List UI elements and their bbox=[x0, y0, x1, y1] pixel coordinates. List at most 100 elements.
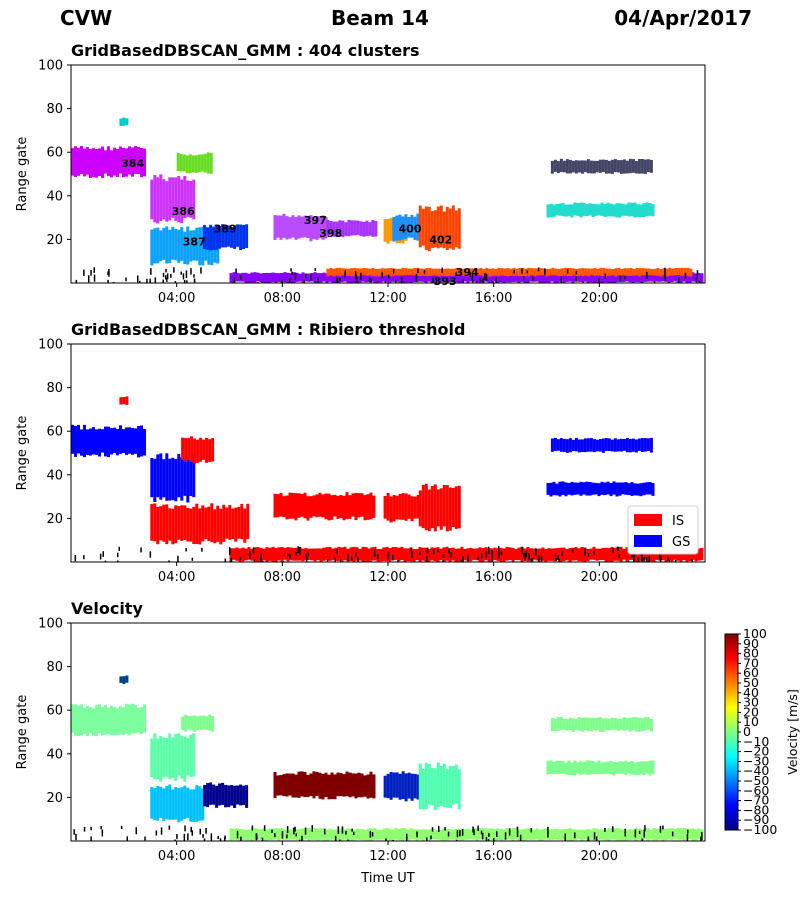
data-region-8 bbox=[412, 829, 416, 840]
data-region-10 bbox=[658, 273, 662, 282]
data-region-14 bbox=[188, 154, 192, 174]
data-region-12 bbox=[591, 204, 595, 217]
data-region-3 bbox=[165, 504, 169, 545]
data-region-11 bbox=[428, 267, 432, 276]
data-region-2 bbox=[168, 458, 172, 501]
data-region-5 bbox=[363, 775, 367, 797]
data-region-10 bbox=[337, 272, 341, 283]
data-region-8 bbox=[256, 828, 260, 840]
data-region-10 bbox=[664, 273, 668, 282]
data-region-6 bbox=[416, 774, 420, 800]
data-region-7 bbox=[547, 548, 551, 561]
data-region-7 bbox=[610, 546, 614, 562]
data-region-7 bbox=[451, 547, 455, 561]
data-region-8 bbox=[409, 828, 413, 840]
data-region-4 bbox=[209, 224, 213, 251]
data-region-7 bbox=[427, 549, 431, 562]
data-region-7 bbox=[649, 548, 653, 562]
noise-mark bbox=[645, 557, 648, 562]
data-region-12 bbox=[597, 204, 601, 216]
data-region-5 bbox=[294, 774, 298, 798]
data-region-11 bbox=[488, 268, 492, 277]
data-region-6 bbox=[341, 220, 345, 238]
data-region-10 bbox=[535, 273, 539, 282]
data-region-2 bbox=[153, 733, 157, 780]
noise-mark bbox=[485, 836, 488, 841]
data-region-1 bbox=[80, 146, 83, 174]
data-region-4 bbox=[363, 495, 367, 521]
data-region-10 bbox=[469, 272, 473, 282]
data-region-9 bbox=[643, 438, 647, 452]
data-region-11 bbox=[371, 268, 375, 277]
data-region-10 bbox=[544, 273, 548, 283]
noise-mark bbox=[260, 553, 262, 559]
noise-mark bbox=[201, 547, 203, 552]
x-tick-label: 20:00 bbox=[581, 291, 618, 306]
data-region-11 bbox=[455, 267, 459, 276]
data-region-13 bbox=[595, 160, 599, 173]
data-region-7 bbox=[313, 548, 317, 562]
noise-mark bbox=[370, 279, 372, 283]
data-region-11 bbox=[617, 267, 621, 276]
data-region-7 bbox=[331, 548, 335, 561]
noise-mark bbox=[631, 553, 633, 558]
data-region-7 bbox=[386, 218, 390, 244]
data-region-8 bbox=[615, 482, 619, 497]
data-region-12 bbox=[651, 204, 655, 217]
data-region-7 bbox=[337, 546, 341, 561]
noise-mark bbox=[334, 557, 336, 562]
data-region-10 bbox=[622, 272, 626, 282]
data-region-10 bbox=[505, 272, 509, 283]
noise-mark bbox=[430, 835, 432, 840]
colorbar-tick-label: −30 bbox=[743, 753, 769, 768]
data-region-5 bbox=[383, 496, 387, 519]
data-region-8 bbox=[244, 829, 248, 841]
data-region-11 bbox=[629, 268, 633, 276]
data-region-10 bbox=[292, 272, 296, 283]
data-region-3 bbox=[189, 230, 193, 262]
data-region-13 bbox=[646, 159, 650, 173]
noise-mark bbox=[575, 276, 577, 282]
data-region-10 bbox=[538, 272, 542, 283]
data-region-8 bbox=[253, 828, 257, 840]
data-region-10 bbox=[373, 272, 377, 283]
noise-mark bbox=[431, 827, 434, 832]
data-region-11 bbox=[614, 268, 618, 277]
data-region-1 bbox=[71, 148, 74, 176]
data-region-10 bbox=[253, 272, 257, 283]
data-region-7 bbox=[472, 548, 476, 560]
data-region-10 bbox=[607, 718, 611, 731]
noise-mark bbox=[493, 838, 495, 841]
noise-mark bbox=[334, 835, 337, 841]
data-region-9 bbox=[567, 760, 571, 775]
data-region-7 bbox=[274, 547, 278, 562]
data-region-2 bbox=[177, 176, 181, 223]
data-region-2 bbox=[177, 733, 181, 776]
data-region-7 bbox=[433, 768, 437, 811]
data-region-10 bbox=[676, 272, 680, 283]
data-region-5 bbox=[369, 771, 373, 798]
data-region-1 bbox=[128, 704, 131, 736]
cluster-label: 386 bbox=[172, 205, 195, 218]
data-region-10 bbox=[367, 273, 371, 282]
data-region-3 bbox=[177, 788, 181, 823]
data-region-5 bbox=[351, 773, 355, 797]
colorbar bbox=[724, 633, 739, 831]
noise-mark bbox=[353, 831, 355, 836]
data-region-3 bbox=[228, 505, 232, 540]
data-region-8 bbox=[658, 829, 662, 840]
data-region-3 bbox=[234, 507, 238, 542]
noise-mark bbox=[305, 273, 307, 278]
data-region-10 bbox=[562, 273, 566, 283]
data-region-15 bbox=[119, 118, 123, 126]
data-region-9 bbox=[598, 439, 602, 452]
data-region-7 bbox=[556, 548, 560, 561]
data-region-2 bbox=[174, 458, 178, 502]
data-region-5 bbox=[336, 772, 340, 797]
noise-mark bbox=[450, 552, 453, 558]
data-region-6 bbox=[451, 487, 455, 527]
data-region-11 bbox=[671, 268, 675, 276]
data-region-8 bbox=[413, 216, 417, 240]
noise-mark bbox=[519, 834, 522, 841]
